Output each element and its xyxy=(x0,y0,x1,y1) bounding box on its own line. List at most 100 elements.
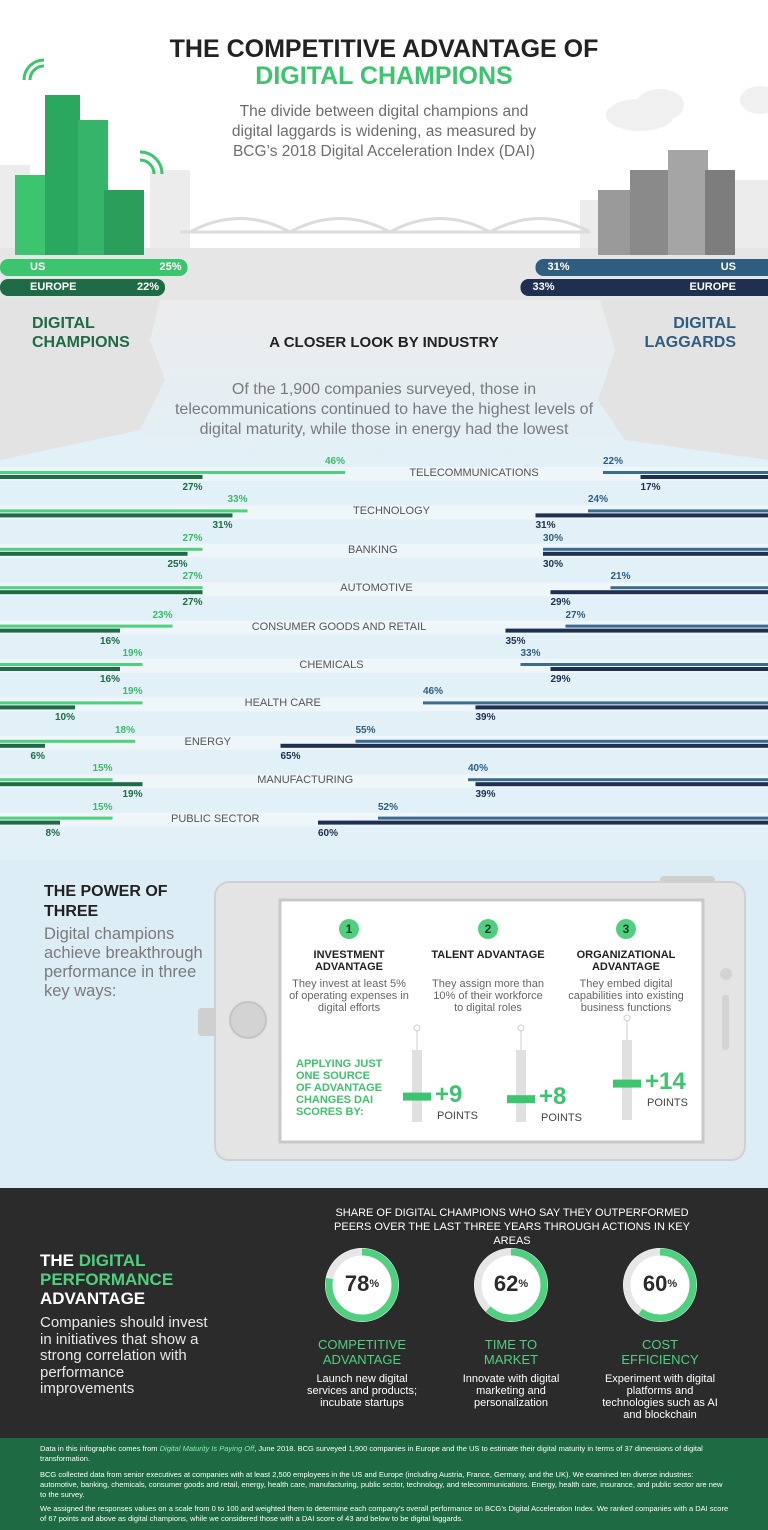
industry-name: CONSUMER GOODS AND RETAIL xyxy=(251,620,427,633)
champion-bar xyxy=(0,705,75,710)
laggard-value: 39% xyxy=(475,712,496,724)
laggard-value: 24% xyxy=(588,494,609,506)
title-highlight: DIGITAL PERFORMANCE xyxy=(40,1251,174,1289)
industry-name: BANKING xyxy=(347,543,398,556)
laggard-bar xyxy=(543,551,768,556)
performance-title: THE DIGITAL PERFORMANCE ADVANTAGE xyxy=(40,1251,190,1308)
champion-bar xyxy=(0,513,233,518)
champion-bar xyxy=(0,739,135,743)
champion-value: 25% xyxy=(167,558,188,570)
item-text: Experiment with digital platforms and te… xyxy=(602,1373,718,1421)
industry-name: TECHNOLOGY xyxy=(352,505,430,518)
champion-bar xyxy=(0,590,203,595)
laggard-value: 17% xyxy=(640,482,661,493)
champion-value: 18% xyxy=(114,724,135,736)
champion-bar xyxy=(0,743,45,748)
title-suffix: ADVANTAGE xyxy=(40,1289,146,1308)
donut-arc xyxy=(623,1248,697,1322)
champion-value: 19% xyxy=(122,789,143,801)
donut-unit: % xyxy=(518,1278,529,1290)
laggard-bar xyxy=(475,705,768,710)
item-title: COST EFFICIENCY xyxy=(621,1337,699,1367)
donut-face xyxy=(325,1248,399,1322)
item-title: COMPETITIVE ADVANTAGE xyxy=(317,1337,407,1367)
laggard-value: 60% xyxy=(318,827,339,839)
champion-bar xyxy=(0,628,120,633)
donut-unit: % xyxy=(667,1278,678,1290)
gain-value: +8 xyxy=(539,1083,567,1111)
laggard-value: 35% xyxy=(505,635,526,647)
region-value: 33% xyxy=(532,281,555,293)
laggard-bar xyxy=(603,471,768,474)
donut-face xyxy=(474,1248,548,1322)
laggard-bar xyxy=(475,782,768,787)
laggard-bar xyxy=(640,475,768,479)
left-cliff xyxy=(0,300,165,460)
industry-name: TELECOMMUNICATIONS xyxy=(409,467,539,479)
slider-dot xyxy=(623,1014,631,1022)
industry-name: AUTOMOTIVE xyxy=(340,582,413,595)
champion-bar xyxy=(0,547,203,551)
champion-value: 8% xyxy=(45,827,60,839)
champion-value: 16% xyxy=(99,635,120,647)
region-name: EUROPE xyxy=(689,281,736,293)
step-number: 1 xyxy=(345,922,353,936)
laggard-bar xyxy=(318,820,768,825)
region-value: 25% xyxy=(159,261,182,273)
laggard-buildings xyxy=(598,150,735,255)
champion-value: 27% xyxy=(182,597,203,609)
champion-value: 23% xyxy=(152,609,173,621)
champion-value: 19% xyxy=(122,648,143,659)
laggard-region-bar xyxy=(520,279,768,296)
bridge xyxy=(180,217,591,234)
laggard-value: 29% xyxy=(550,674,571,685)
champion-value: 16% xyxy=(99,674,120,685)
footnote-text: , June 2018. BCG surveyed 1,900 companie… xyxy=(40,1444,703,1463)
laggard-bar xyxy=(280,743,768,748)
footnote: BCG collected data from senior executive… xyxy=(40,1470,723,1499)
laggard-value: 39% xyxy=(475,789,496,801)
laggards-label: DIGITAL LAGGARDS xyxy=(644,315,736,352)
laggard-value: 33% xyxy=(520,648,541,659)
laggard-value: 31% xyxy=(535,520,556,532)
footer-bg xyxy=(0,1438,768,1530)
industry-name: PUBLIC SECTOR xyxy=(171,812,260,825)
region-name: EUROPE xyxy=(30,281,77,293)
gain-unit: POINTS xyxy=(437,1109,478,1122)
champion-bar xyxy=(0,820,60,825)
right-cliff xyxy=(598,300,768,460)
laggard-bar xyxy=(355,739,768,743)
laggard-bar xyxy=(610,586,768,590)
donut-label: 78% xyxy=(327,1271,397,1297)
industry-name: CHEMICALS xyxy=(299,659,364,671)
item-title: TALENT ADVANTAGE xyxy=(431,949,545,961)
laggard-bar xyxy=(423,701,768,705)
step-circle xyxy=(478,919,498,939)
laggard-bar xyxy=(520,663,768,666)
title: THE COMPETITIVE ADVANTAGE OF xyxy=(169,35,599,63)
footnote-link[interactable]: Digital Maturity Is Paying Off xyxy=(159,1444,255,1453)
laggard-bar xyxy=(535,513,768,518)
section-text: Digital champions achieve breakthrough p… xyxy=(44,925,203,1000)
laggard-value: 55% xyxy=(355,724,376,736)
champion-buildings xyxy=(15,58,164,255)
step-circle xyxy=(339,919,359,939)
subtitle: The divide between digital champions and… xyxy=(231,103,537,160)
item-text: They invest at least 5% of operating exp… xyxy=(289,978,409,1014)
champion-bar xyxy=(0,701,143,705)
region-name: US xyxy=(30,261,46,273)
step-circle xyxy=(616,919,636,939)
champion-bar xyxy=(0,782,143,787)
champion-bar xyxy=(0,509,248,513)
footnote: Data in this infographic comes from Digi… xyxy=(40,1444,730,1464)
laggard-value: 40% xyxy=(468,763,489,775)
champion-bar xyxy=(0,667,120,671)
champion-value: 27% xyxy=(182,482,203,493)
footnote: We assigned the responses values on a sc… xyxy=(40,1504,729,1523)
champion-value: 10% xyxy=(54,712,75,724)
title-prefix: THE xyxy=(40,1251,74,1270)
laggard-bar xyxy=(543,547,768,551)
champion-value: 27% xyxy=(182,532,203,544)
laggard-bar xyxy=(550,667,768,671)
